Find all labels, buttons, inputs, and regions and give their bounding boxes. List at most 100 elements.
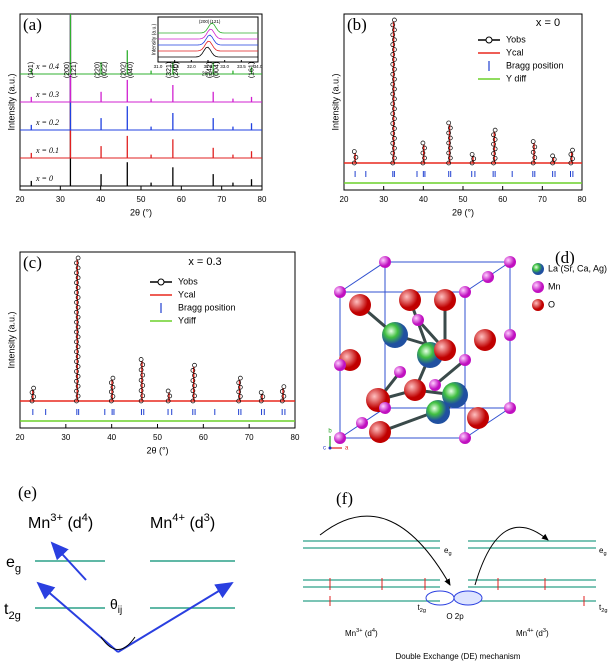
obs-point	[74, 329, 79, 335]
observed-peak	[74, 255, 81, 404]
legend-label: Bragg position	[506, 60, 564, 70]
x-tick-label: 60	[177, 195, 186, 204]
observed-peak	[351, 149, 359, 166]
peak-index: (242)	[207, 62, 214, 78]
obs-point	[392, 37, 397, 43]
peak-index: (022)	[101, 62, 108, 78]
legend-label: O	[548, 299, 555, 309]
observed-peak	[279, 384, 287, 404]
x-tick-label: 60	[199, 433, 208, 442]
obs-point	[138, 357, 144, 362]
observed-peak	[29, 385, 36, 404]
x-axis-label: 2θ (°)	[146, 445, 168, 455]
obs-point	[75, 265, 81, 271]
obs-point	[74, 359, 79, 364]
x-tick-label: 80	[258, 195, 267, 204]
obs-point	[108, 380, 114, 386]
obs-point	[447, 155, 453, 161]
obs-point	[392, 116, 397, 121]
obs-point	[110, 384, 116, 390]
obs-point	[190, 368, 196, 373]
obs-point	[491, 151, 496, 156]
obs-point	[390, 22, 396, 28]
obs-point	[140, 383, 146, 388]
obs-point	[108, 398, 114, 404]
obs-point	[75, 324, 81, 330]
obs-point	[75, 373, 81, 379]
legend-symbol	[485, 36, 493, 44]
label-text: )	[375, 629, 378, 638]
subscript: 2g	[8, 610, 20, 622]
rich-label: t2g	[599, 603, 607, 614]
panel-label: (b)	[347, 15, 367, 34]
subscript: g	[603, 551, 606, 557]
obs-point	[422, 155, 427, 161]
obs-point	[491, 160, 496, 166]
obs-point	[75, 344, 81, 350]
obs-point	[31, 385, 36, 391]
peak-index: (004)	[214, 62, 221, 78]
label-text: )	[210, 515, 215, 532]
label-text: e	[599, 546, 604, 555]
obs-point	[260, 394, 266, 400]
obs-point	[75, 295, 81, 300]
label-text: Mn	[28, 515, 50, 532]
peak-index: (200)	[64, 62, 71, 78]
obs-point	[390, 42, 396, 48]
rich-label: Mn3+ (d4)	[345, 628, 378, 638]
obs-point	[75, 354, 81, 359]
chart-title: x = 0	[536, 17, 560, 29]
obs-point	[190, 388, 196, 394]
x-tick-label: 80	[291, 433, 300, 442]
obs-point	[390, 131, 396, 136]
obs-point	[392, 27, 397, 33]
obs-point	[530, 160, 536, 166]
obs-point	[29, 398, 35, 404]
obs-point	[392, 145, 397, 151]
obs-point	[390, 140, 396, 146]
obs-point	[446, 130, 452, 136]
obs-point	[74, 349, 79, 355]
obs-point	[446, 140, 452, 146]
obs-point	[392, 47, 397, 52]
x-tick-label: 20	[16, 195, 25, 204]
obs-point	[74, 300, 79, 305]
x-tick-label: 30	[379, 195, 388, 204]
peak-annotation: (200) (121)	[199, 19, 221, 24]
inset-tick-label: 33.0	[220, 64, 229, 69]
peak-index: (321)	[166, 62, 173, 78]
obs-point	[138, 367, 144, 373]
x-tick-label: 50	[137, 195, 146, 204]
series-label: x = 0.3	[35, 90, 59, 99]
obs-point	[75, 393, 81, 399]
observed-peak	[469, 152, 477, 166]
rich-label: eg	[599, 546, 607, 557]
obs-point	[550, 153, 555, 159]
peak-index: (121)	[210, 19, 221, 24]
obs-point	[75, 275, 81, 281]
label-text: (d	[363, 629, 372, 638]
obs-point	[75, 255, 81, 261]
obs-point	[447, 125, 453, 131]
panel-label: (e)	[18, 483, 37, 502]
rich-label: Mn4+ (d3)	[516, 628, 549, 638]
double-exchange-diagram	[303, 515, 596, 606]
y-axis-label: Intensity (a.u.)	[6, 311, 16, 368]
obs-point	[390, 160, 396, 166]
obs-point	[140, 372, 146, 378]
subscript: ij	[118, 605, 122, 616]
label-text: t	[418, 603, 421, 612]
supscript: 4	[372, 628, 375, 634]
peak-annotation: (321) (240)	[166, 62, 180, 78]
obs-point	[390, 71, 396, 77]
x-tick-label: 30	[56, 195, 65, 204]
inset-tick-label: 34.0	[254, 64, 263, 69]
inset-peak	[158, 46, 258, 58]
obs-point	[31, 394, 36, 400]
inset-x-label: 2θ (°)	[202, 71, 215, 77]
peak-annotation: (101)	[28, 62, 35, 78]
obs-point	[351, 149, 357, 154]
x-tick-label: 50	[459, 195, 468, 204]
obs-point	[236, 380, 242, 386]
panel-label: (f)	[336, 489, 353, 508]
